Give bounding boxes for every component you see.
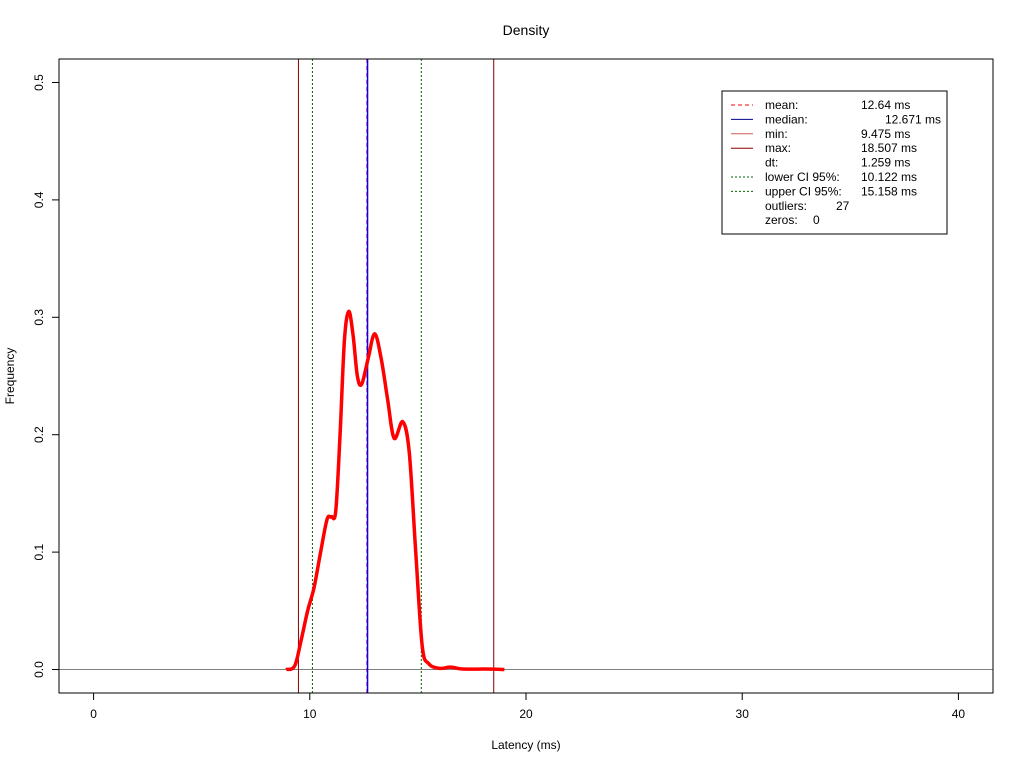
x-tick-label: 30 xyxy=(736,707,750,721)
y-tick-label: 0.0 xyxy=(32,661,46,678)
legend-label: median: xyxy=(765,112,808,126)
y-tick-label: 0.4 xyxy=(32,191,46,208)
legend-label: dt: xyxy=(765,156,778,170)
y-tick-label: 0.5 xyxy=(32,74,46,91)
x-axis-label: Latency (ms) xyxy=(491,738,560,752)
data-layer xyxy=(59,59,993,693)
legend-label: lower CI 95%: xyxy=(765,170,840,184)
legend-label: min: xyxy=(765,127,788,141)
chart-title: Density xyxy=(503,22,550,38)
legend-value: 12.671 ms xyxy=(885,112,941,126)
plot-frame xyxy=(58,58,994,694)
legend-value: 12.64 ms xyxy=(861,98,910,112)
legend-value: 15.158 ms xyxy=(861,184,917,198)
legend-value: 9.475 ms xyxy=(861,127,910,141)
legend-value: 10.122 ms xyxy=(861,170,917,184)
x-tick-label: 40 xyxy=(952,707,966,721)
y-axis-label: Frequency xyxy=(3,348,17,405)
legend-label: outliers: xyxy=(765,199,807,213)
legend-label: zeros: xyxy=(765,213,798,227)
legend-label: upper CI 95%: xyxy=(765,184,842,198)
y-tick-label: 0.3 xyxy=(32,309,46,326)
legend-label: mean: xyxy=(765,98,798,112)
y-tick-label: 0.2 xyxy=(32,426,46,443)
x-tick-label: 10 xyxy=(303,707,317,721)
x-tick-label: 20 xyxy=(519,707,533,721)
density-curve-0 xyxy=(285,309,505,672)
legend-value: 18.507 ms xyxy=(861,141,917,155)
y-tick-label: 0.1 xyxy=(32,543,46,560)
legend-value: 0 xyxy=(813,213,820,227)
legend: mean: 12.64 ms median: 12.671 ms min: 9.475 m… xyxy=(721,90,948,235)
x-tick-label: 0 xyxy=(90,707,97,721)
legend-value: 27 xyxy=(836,199,850,213)
legend-label: max: xyxy=(765,141,791,155)
legend-value: 1.259 ms xyxy=(861,156,910,170)
legend-box xyxy=(721,90,948,235)
